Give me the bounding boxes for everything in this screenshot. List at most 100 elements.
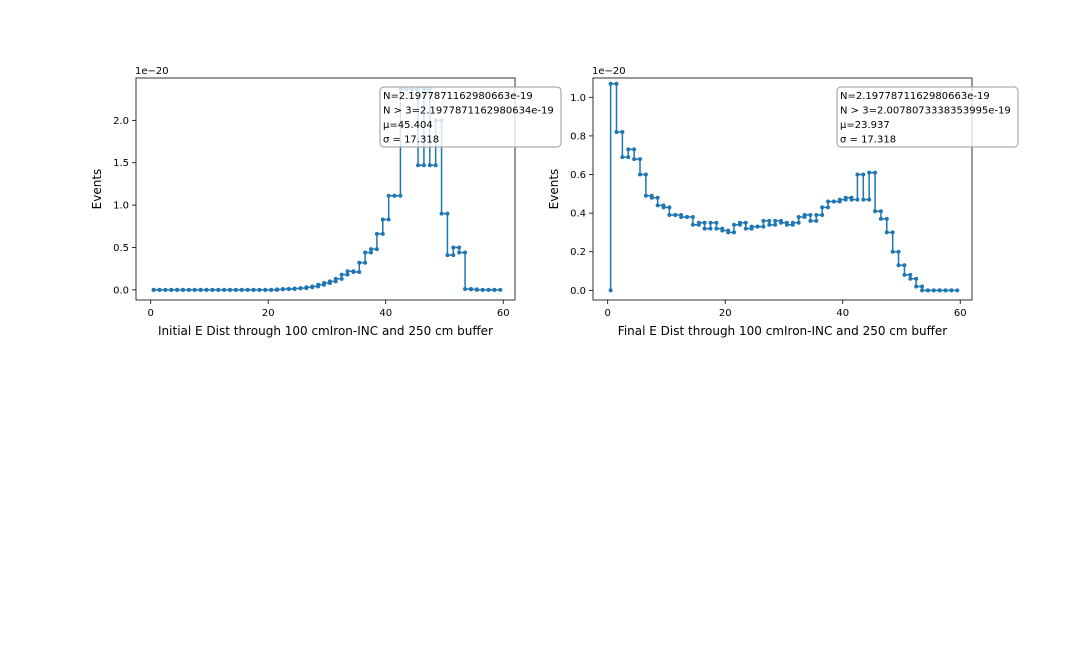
data-point xyxy=(620,155,625,160)
data-point xyxy=(820,213,825,218)
data-point xyxy=(914,284,919,289)
data-point xyxy=(280,286,285,291)
y-tick-label: 0.4 xyxy=(570,209,586,220)
data-point xyxy=(275,287,280,292)
data-point xyxy=(357,260,362,265)
data-point xyxy=(210,287,215,292)
data-point xyxy=(380,231,385,236)
data-point xyxy=(216,287,221,292)
data-point xyxy=(726,230,731,235)
y-tick-label: 0.0 xyxy=(570,286,586,297)
data-point xyxy=(398,193,403,198)
data-point xyxy=(902,263,907,268)
data-point xyxy=(339,276,344,281)
data-point xyxy=(251,287,256,292)
y-tick-label: 0.2 xyxy=(570,247,586,258)
data-point xyxy=(333,276,338,281)
y-tick-label: 1.0 xyxy=(113,201,129,212)
data-point xyxy=(298,286,303,291)
data-point xyxy=(920,288,925,293)
stats-line: N=2.197787116298066​3e-19 xyxy=(383,91,533,102)
data-point xyxy=(198,287,203,292)
data-point xyxy=(708,220,713,225)
stats-line: μ=45.404 xyxy=(383,120,433,131)
data-point xyxy=(351,270,356,275)
y-tick-label: 1.0 xyxy=(570,93,586,104)
y-offset-text: 1e−20 xyxy=(592,66,626,77)
y-offset-text: 1e−20 xyxy=(135,66,169,77)
data-point xyxy=(902,272,907,277)
data-point xyxy=(463,286,468,291)
data-point xyxy=(743,226,748,231)
data-point xyxy=(796,214,801,219)
data-point xyxy=(761,218,766,223)
data-point xyxy=(608,288,613,293)
data-point xyxy=(457,250,462,255)
data-point xyxy=(767,222,772,227)
data-point xyxy=(175,287,180,292)
data-point xyxy=(796,220,801,225)
data-point xyxy=(257,287,262,292)
data-point xyxy=(855,197,860,202)
x-axis-label: Initial E Dist through 100 cmIron-INC an… xyxy=(158,324,493,338)
data-point xyxy=(427,163,432,168)
x-tick-label: 0 xyxy=(605,308,611,319)
data-point xyxy=(802,213,807,218)
data-point xyxy=(826,199,831,204)
data-point xyxy=(239,287,244,292)
data-point xyxy=(643,172,648,177)
x-tick-label: 40 xyxy=(836,308,849,319)
stats-line: σ = 17.318 xyxy=(383,135,439,146)
data-point xyxy=(878,216,883,221)
data-point xyxy=(386,217,391,222)
data-point xyxy=(814,218,819,223)
data-point xyxy=(163,287,168,292)
data-point xyxy=(890,249,895,254)
data-point xyxy=(439,211,444,216)
data-point xyxy=(316,282,321,287)
data-point xyxy=(714,226,719,231)
stats-box: N=2.197787116298066​3e-19 N > 3=2.0078073… xyxy=(836,86,1019,148)
y-axis-label: Events xyxy=(547,169,561,210)
data-point xyxy=(626,147,631,152)
data-point xyxy=(826,205,831,210)
y-tick-label: 2.0 xyxy=(113,116,129,127)
data-point xyxy=(310,284,315,289)
data-point xyxy=(685,214,690,219)
data-point xyxy=(492,287,497,292)
x-axis-label: Final E Dist through 100 cmIron-INC and … xyxy=(618,324,947,338)
y-axis-label: Events xyxy=(90,169,104,210)
data-point xyxy=(339,272,344,277)
data-point xyxy=(626,155,631,160)
data-point xyxy=(638,172,643,177)
data-point xyxy=(732,222,737,227)
data-point xyxy=(269,287,274,292)
data-point xyxy=(896,249,901,254)
data-point xyxy=(749,224,754,229)
data-point xyxy=(345,269,350,274)
data-point xyxy=(286,286,291,291)
data-point xyxy=(861,197,866,202)
stats-box-frame xyxy=(379,86,562,148)
data-point xyxy=(486,287,491,292)
x-tick-label: 20 xyxy=(719,308,732,319)
stats-box: N=2.197787116298066​3e-19 N > 3=2.1977871… xyxy=(379,86,562,148)
data-point xyxy=(204,287,209,292)
data-point xyxy=(884,230,889,235)
data-point xyxy=(386,193,391,198)
data-point xyxy=(720,228,725,233)
data-point xyxy=(890,230,895,235)
data-point xyxy=(357,270,362,275)
data-point xyxy=(690,214,695,219)
stats-line: N=2.197787116298066​3e-19 xyxy=(840,91,990,102)
data-point xyxy=(937,288,942,293)
data-point xyxy=(192,287,197,292)
data-point xyxy=(690,222,695,227)
data-point xyxy=(896,263,901,268)
data-point xyxy=(245,287,250,292)
y-tick-label: 0.0 xyxy=(113,285,129,296)
data-point xyxy=(322,281,327,286)
chart-panel-2: 0 20 40 60 0.0 0.2 0.4 0.6 0.8 1.0 1e−20 Final E Di… xyxy=(547,66,1019,338)
data-point xyxy=(620,130,625,135)
